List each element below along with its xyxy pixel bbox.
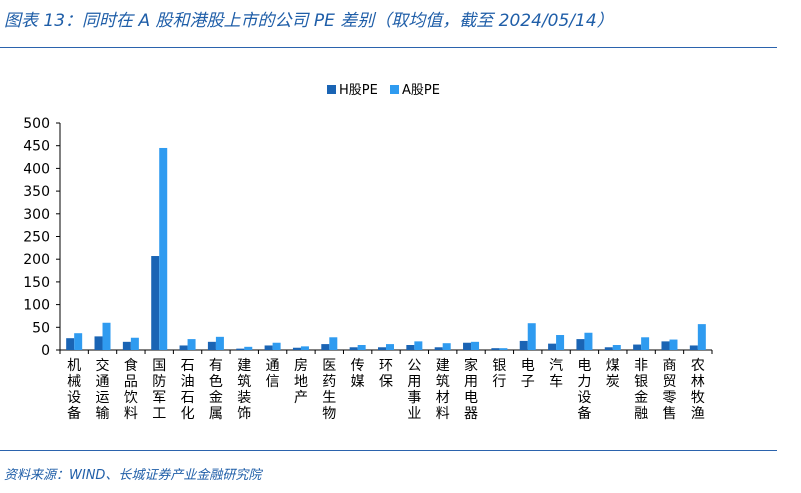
- x-category-label: 交通运输: [96, 357, 110, 422]
- x-category-label: 机械设备: [67, 358, 81, 422]
- bar-h-share-pe: [434, 347, 443, 350]
- x-category-label: 石油石化: [181, 358, 195, 422]
- bar-chart: 0 50 100 150 200 250 300 350 400 450 500 机械设备 交通运输食品…: [23, 83, 713, 422]
- legend-label: A股PE: [402, 83, 440, 98]
- x-category-label: 国防军工: [152, 358, 166, 422]
- bar-h-share-pe: [463, 342, 472, 350]
- bar-h-share-pe: [94, 336, 103, 350]
- x-category-label: 电子: [521, 358, 535, 390]
- x-category-label: 银行: [492, 358, 506, 390]
- bar-h-share-pe: [66, 338, 75, 350]
- bar-h-share-pe: [491, 348, 500, 350]
- y-tick-label: 0: [41, 343, 50, 359]
- legend-swatch: [327, 85, 336, 94]
- bar-a-share-pe: [386, 344, 394, 350]
- x-category-label: 建筑装饰: [237, 358, 251, 422]
- footer-divider: [0, 450, 777, 451]
- x-category-label: 有色金属: [209, 358, 223, 422]
- bar-h-share-pe: [179, 345, 188, 350]
- bar-h-share-pe: [321, 344, 330, 350]
- bar-a-share-pe: [272, 342, 281, 350]
- bar-a-share-pe: [187, 339, 196, 350]
- bar-h-share-pe: [604, 347, 613, 350]
- title-divider: [0, 47, 777, 48]
- y-tick-label: 400: [23, 161, 50, 177]
- bar-h-share-pe: [349, 347, 358, 350]
- bar-a-share-pe: [74, 333, 83, 350]
- x-category-label: 建筑材料: [436, 358, 450, 422]
- source-note: 资料来源：WIND、长城证券产业金融研究院: [4, 468, 262, 483]
- bar-a-share-pe: [612, 345, 621, 350]
- x-category-label: 煤炭: [606, 358, 620, 390]
- bar-a-share-pe: [697, 324, 706, 350]
- bar-a-share-pe: [159, 147, 168, 350]
- x-category-label: 环保: [379, 358, 393, 390]
- bar-h-share-pe: [292, 347, 301, 350]
- y-tick-label: 200: [23, 252, 50, 268]
- legend-label: H股PE: [339, 83, 378, 98]
- y-tick-label: 250: [23, 230, 50, 246]
- x-category-label: 非银金融: [634, 358, 648, 422]
- y-tick-label: 50: [32, 320, 50, 336]
- y-tick-label: 450: [23, 139, 50, 155]
- bar-h-share-pe: [264, 345, 273, 350]
- x-category-label: 医药生物: [322, 358, 336, 422]
- bar-a-share-pe: [414, 341, 423, 350]
- y-tick-label: 300: [23, 207, 50, 223]
- y-tick-label: 500: [23, 116, 50, 132]
- bar-h-share-pe: [548, 343, 557, 350]
- bar-a-share-pe: [357, 345, 366, 350]
- y-tick-label: 350: [23, 184, 50, 200]
- y-tick-label: 150: [23, 275, 50, 291]
- x-category-label: 农林牧渔: [691, 358, 705, 422]
- bar-h-share-pe: [236, 348, 245, 350]
- x-category-label: 汽车: [549, 358, 563, 390]
- bar-a-share-pe: [329, 337, 338, 350]
- bar-a-share-pe: [300, 346, 309, 350]
- x-category-label: 通信: [266, 358, 280, 390]
- x-category-label: 传媒: [351, 358, 365, 390]
- bar-a-share-pe: [556, 335, 565, 350]
- bar-h-share-pe: [633, 344, 642, 350]
- x-category-label: 公用事业: [407, 358, 421, 422]
- x-category-label: 家用电器: [464, 357, 478, 422]
- y-tick-label: 100: [23, 298, 50, 314]
- bar-a-share-pe: [499, 348, 508, 350]
- bar-a-share-pe: [669, 339, 678, 350]
- bar-a-share-pe: [641, 337, 650, 350]
- bar-h-share-pe: [122, 341, 131, 350]
- bar-h-share-pe: [661, 341, 670, 350]
- chart-title: 图表 13：同时在 A 股和港股上市的公司 PE 差别（取均值，截至 2024/…: [4, 11, 614, 31]
- bar-a-share-pe: [584, 332, 593, 350]
- x-category-label: 食品饮料: [124, 357, 138, 422]
- x-category-label: 电力设备: [577, 358, 591, 422]
- bar-a-share-pe: [244, 346, 253, 350]
- x-category-label: 商贸零售: [662, 358, 676, 422]
- bar-h-share-pe: [207, 341, 216, 350]
- bar-h-share-pe: [576, 339, 585, 350]
- bar-a-share-pe: [102, 322, 111, 350]
- x-category-label: 房地产: [294, 358, 308, 406]
- bar-h-share-pe: [406, 345, 415, 350]
- bar-h-share-pe: [519, 340, 528, 350]
- bar-a-share-pe: [527, 323, 536, 350]
- bar-a-share-pe: [442, 343, 451, 350]
- bar-h-share-pe: [151, 256, 160, 350]
- legend-swatch: [390, 85, 399, 94]
- bar-h-share-pe: [378, 347, 386, 350]
- bar-a-share-pe: [215, 336, 224, 350]
- bar-h-share-pe: [689, 345, 698, 350]
- bar-a-share-pe: [130, 337, 139, 350]
- bar-a-share-pe: [471, 341, 480, 350]
